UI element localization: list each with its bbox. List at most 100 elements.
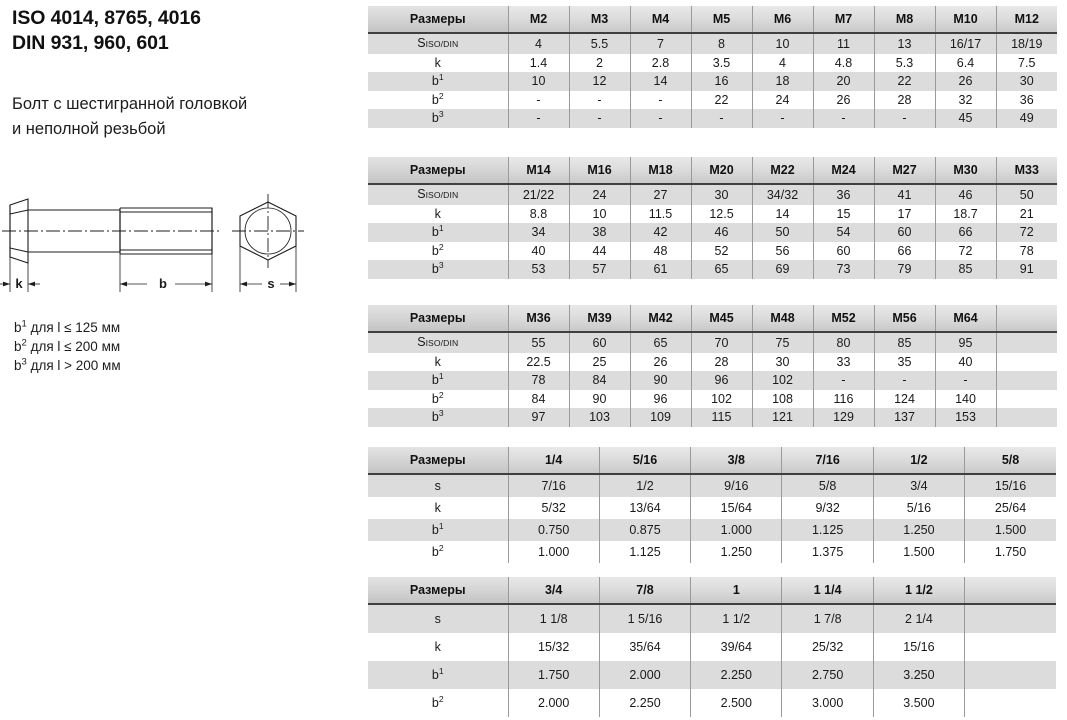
column-header-size: M42 (629, 305, 691, 333)
note-line-1: b1 для l ≤ 125 мм (14, 318, 121, 337)
table-cell: 140 (934, 389, 996, 409)
table-cell: 95 (934, 332, 996, 353)
table-row: b2 84 90 96 102 108 116 124 140 (368, 389, 1057, 409)
table-cell: 115 (690, 408, 752, 427)
table-cell: 2.000 (598, 661, 691, 689)
table-cell: 78 (507, 371, 569, 390)
table-cell: 40 (507, 241, 569, 261)
info-panel: ISO 4014, 8765, 4016 DIN 931, 960, 601 Б… (0, 0, 360, 720)
table-cell: 18 (751, 72, 813, 91)
table-row: SISO/DIN 21/22 24 27 30 34/32 36 41 46 50 (368, 184, 1057, 205)
table-cell: 2 1/4 (872, 604, 965, 633)
table-cell: 21 (995, 204, 1057, 224)
table-cell: 85 (873, 332, 935, 353)
table-cell: 90 (629, 371, 691, 390)
table-cell: 2.250 (690, 661, 782, 689)
table-header-row: Размеры M36 M39 M42 M45 M48 M52 M56 M64 (368, 305, 1057, 333)
table-header-row: Размеры M2 M3 M4 M5 M6 M7 M8 M10 M12 (368, 6, 1057, 34)
table-cell: 69 (751, 260, 813, 279)
table-cell: 11.5 (629, 204, 691, 224)
table-cell: 60 (568, 332, 630, 353)
row-label-s-subscript: ISO/DIN (425, 39, 459, 49)
row-label-b1: b1 (368, 519, 508, 541)
row-label-b1: b1 (368, 223, 508, 242)
table-cell: 3.000 (781, 689, 874, 717)
table-cell: 96 (690, 371, 752, 390)
table-row: SISO/DIN 4 5.5 7 8 10 11 13 16/17 18/19 (368, 33, 1057, 54)
row-label-exponent: 1 (438, 72, 444, 83)
table-cell: 7.5 (995, 53, 1057, 73)
note-exponent: 2 (21, 337, 27, 349)
table-cell: 3.250 (872, 661, 965, 689)
table-cell: 54 (812, 223, 874, 242)
table-cell: 41 (873, 184, 935, 205)
column-header-size: 3/8 (690, 447, 782, 475)
note-exponent: 1 (21, 318, 27, 330)
table-cell: 13/64 (598, 497, 691, 519)
bolt-technical-drawing: k b s (0, 194, 304, 292)
row-label-text: b (431, 92, 439, 107)
table-cell: 61 (629, 260, 691, 279)
column-header-size: M64 (934, 305, 996, 333)
standard-iso: ISO 4014, 8765, 4016 (12, 7, 201, 29)
row-label-text: k (434, 640, 441, 654)
table-cell: 5/8 (781, 474, 874, 497)
table-cell: 8.8 (507, 204, 569, 224)
table-cell: 11 (812, 33, 874, 54)
table-row: s 1 1/8 1 5/16 1 1/2 1 7/8 2 1/4 (368, 604, 1056, 633)
table-cell: 10 (507, 72, 569, 91)
table-row: b3- - - - - - -45 49 (368, 109, 1057, 128)
note-line-3: b3 для l > 200 мм (14, 356, 121, 375)
row-label-b2: b2 (368, 91, 508, 110)
table-cell: 78 (995, 241, 1057, 261)
table-cell: 84 (568, 371, 630, 390)
table-cell: 26 (812, 90, 874, 110)
table-row: b2 40 44 48 52 56 60 66 72 78 (368, 241, 1057, 261)
row-label-exponent: 2 (438, 542, 444, 553)
column-header-size: 1 1/4 (781, 577, 874, 605)
column-header-size: 1 1/2 (872, 577, 965, 605)
table-cell: 22 (873, 72, 935, 91)
table-cell: 5/16 (872, 497, 965, 519)
table-cell: 25 (568, 352, 630, 372)
row-label-text: b (431, 410, 439, 425)
table-cell: 85 (934, 260, 996, 279)
table-cell: 79 (873, 260, 935, 279)
table-cell: - (629, 109, 691, 128)
column-header-size: M22 (751, 157, 813, 185)
spec-table-inch-2: Размеры 3/4 7/8 1 1 1/4 1 1/2 s 1 1/8 1 5/16 1 1/… (368, 577, 1056, 717)
table-cell: 0.750 (507, 519, 600, 541)
table-cell: - (507, 90, 569, 110)
row-label-text: k (434, 354, 441, 369)
table-cell: 15/64 (690, 497, 782, 519)
table-cell: - (690, 109, 752, 128)
table-cell: 42 (629, 223, 691, 242)
table-cell: 34/32 (751, 184, 813, 205)
table-cell: 4 (751, 53, 813, 73)
column-header-size: M3 (568, 6, 630, 34)
table-cell: 108 (751, 389, 813, 409)
table-cell: 24 (568, 184, 630, 205)
table-cell: 121 (751, 408, 813, 427)
column-header-size: 1/4 (507, 447, 600, 475)
row-label-s: S (417, 335, 426, 349)
row-label-k: k (368, 54, 508, 73)
table-cell: 2.750 (781, 661, 874, 689)
row-label-text: b (431, 523, 439, 537)
table-cell: 57 (568, 260, 630, 279)
row-label-s: s (368, 474, 508, 497)
table-cell: - (507, 109, 569, 128)
table-cell: 13 (873, 33, 935, 54)
column-header-dimensions: Размеры (368, 305, 508, 333)
dimension-table: Размеры 1/4 5/16 3/8 7/16 1/2 5/8 s 7/16 1/2 9/16 5… (368, 447, 1056, 563)
table-row: b2- - -22 24 26 28 32 36 (368, 90, 1057, 110)
table-cell: 34 (507, 223, 569, 242)
table-cell: 97 (507, 408, 569, 427)
table-row: b1 78 84 90 96 102- - - (368, 371, 1057, 390)
row-label-b3: b3 (368, 109, 508, 128)
table-cell: 22 (690, 90, 752, 110)
row-label-b2: b2 (368, 390, 508, 409)
dimension-table: Размеры 3/4 7/8 1 1 1/4 1 1/2 s 1 1/8 1 5/16 1 1/… (368, 577, 1056, 717)
table-cell (995, 371, 1057, 390)
table-cell: 3.500 (872, 689, 965, 717)
